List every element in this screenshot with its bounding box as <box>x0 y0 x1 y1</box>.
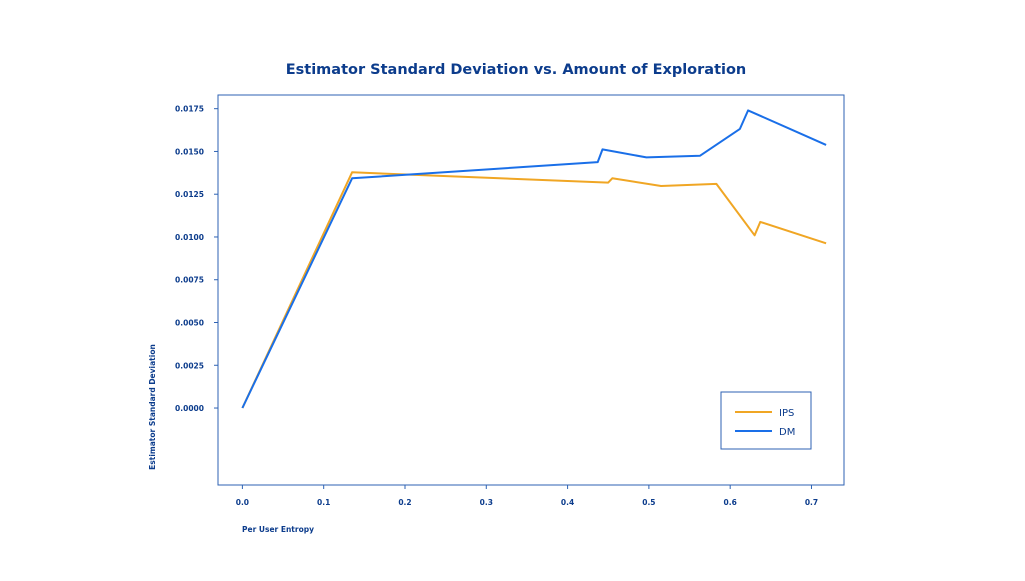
legend-label-ips: IPS <box>779 408 794 419</box>
x-tick-label: 0.4 <box>561 498 574 507</box>
legend: IPS DM <box>720 391 812 450</box>
y-tick-label: 0.0125 <box>175 190 204 199</box>
x-tick-label: 0.7 <box>805 498 818 507</box>
legend-label-dm: DM <box>779 427 795 438</box>
y-tick-label: 0.0025 <box>175 361 204 370</box>
y-tick-label: 0.0175 <box>175 105 204 114</box>
series-line-dm <box>241 109 827 409</box>
series-line-ips <box>241 171 827 409</box>
x-tick-label: 0.1 <box>317 498 330 507</box>
legend-box <box>720 391 812 450</box>
x-tick-label: 0.5 <box>642 498 655 507</box>
x-tick-label: 0.0 <box>236 498 249 507</box>
chart-title: Estimator Standard Deviation vs. Amount … <box>286 62 747 78</box>
y-tick-label: 0.0000 <box>175 404 204 413</box>
y-tick-label: 0.0050 <box>175 319 204 328</box>
x-tick-label: 0.6 <box>724 498 737 507</box>
plot-frame <box>217 94 845 486</box>
y-tick-label: 0.0150 <box>175 147 204 156</box>
x-tick-label: 0.2 <box>398 498 411 507</box>
y-axis: 0.0000 0.0025 0.0050 0.0075 0.0100 0.0125 0.01… <box>175 105 218 413</box>
y-tick-label: 0.0100 <box>175 233 204 242</box>
x-axis-label: Per User Entropy <box>242 525 314 534</box>
y-axis-label: Estimator Standard Deviation <box>148 344 157 470</box>
y-tick-label: 0.0075 <box>175 276 204 285</box>
x-tick-label: 0.3 <box>480 498 493 507</box>
x-axis: 0.0 0.1 0.2 0.3 0.4 0.5 0.6 0.7 <box>236 485 818 507</box>
series-lines <box>241 109 827 409</box>
